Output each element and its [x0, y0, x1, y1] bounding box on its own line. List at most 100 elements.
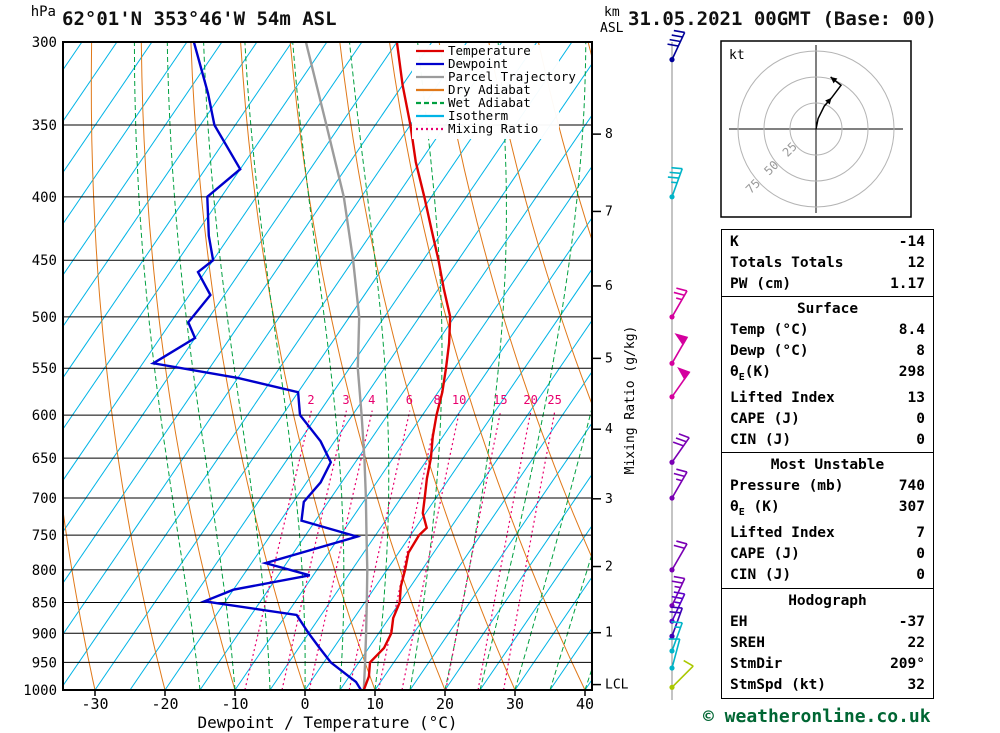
stat-label: SREH: [730, 634, 765, 651]
table-row: EH -37: [722, 612, 933, 633]
stat-value: 307: [898, 499, 925, 516]
stat-label: Pressure (mb): [730, 478, 844, 495]
stat-label: θE (K): [730, 499, 780, 519]
svg-text:450: 450: [32, 253, 57, 269]
svg-text:400: 400: [32, 190, 57, 206]
svg-text:3: 3: [342, 393, 349, 407]
temperature-line: [362, 42, 452, 690]
table-row: Pressure (mb) 740: [722, 476, 933, 497]
temp-axis-labels: -30 -20 -10 0 10 20 30 40 Dewpoint / Temperature…: [81, 690, 594, 732]
wind-barbs-svg: [667, 29, 694, 700]
wind-barb: [669, 333, 689, 366]
table-title: Surface: [796, 301, 859, 317]
wind-barb: [669, 433, 690, 465]
svg-text:5: 5: [605, 351, 613, 366]
stat-value: 8.4: [898, 322, 925, 338]
svg-text:Temperature: Temperature: [448, 43, 531, 58]
stat-value: 1.17: [890, 275, 925, 292]
table-row: CIN (J) 0: [722, 430, 933, 451]
svg-text:10: 10: [452, 393, 466, 407]
credit-footer: © weatheronline.co.uk: [703, 706, 931, 727]
stat-value: 8: [916, 343, 925, 359]
pressure-unit-label: hPa: [31, 4, 56, 20]
svg-text:Dewpoint: Dewpoint: [448, 56, 508, 71]
table-row: Totals Totals 12: [722, 253, 933, 274]
dry-adiabat-lines: [63, 42, 592, 690]
svg-text:4: 4: [368, 393, 375, 407]
svg-text:1000: 1000: [23, 683, 57, 699]
svg-text:600: 600: [32, 408, 57, 424]
stat-label: Lifted Index: [730, 389, 835, 406]
hodograph-ring: [789, 102, 843, 156]
stat-value: 12: [907, 254, 925, 271]
svg-text:2: 2: [307, 393, 314, 407]
table-row: Dewp (°C) 8: [722, 341, 933, 362]
stat-label: K: [730, 233, 739, 250]
svg-text:30: 30: [506, 695, 524, 713]
table-row: θE(K) 298: [722, 362, 933, 388]
stat-label: StmDir: [730, 655, 783, 672]
plot-border: [62, 41, 593, 691]
stat-label: PW (cm): [730, 275, 792, 292]
svg-text:750: 750: [32, 528, 57, 544]
parcel-trajectory-line: [304, 42, 369, 690]
stat-label: CAPE (J): [730, 410, 800, 427]
stat-label: Dewp (°C): [730, 343, 809, 359]
svg-text:900: 900: [32, 626, 57, 642]
table-row: Lifted Index 7: [722, 523, 933, 544]
wind-barb: [669, 659, 694, 690]
stat-value: -14: [898, 233, 925, 250]
wind-barb: [669, 540, 688, 573]
stat-label: StmSpd (kt): [730, 676, 827, 693]
hodograph-ring: [737, 50, 895, 208]
svg-text:km: km: [604, 5, 620, 20]
background-field-lines: [63, 42, 592, 690]
svg-text:800: 800: [32, 563, 57, 579]
table-row: CAPE (J) 0: [722, 409, 933, 430]
svg-text:6: 6: [406, 393, 413, 407]
stats-tables: K -14 Totals Totals 12 PW (cm) 1.17 Surface Tem…: [721, 228, 934, 699]
page-title: 62°01'N 353°46'W 54m ASL: [62, 8, 337, 30]
svg-text:700: 700: [32, 491, 57, 507]
table-row: Lifted Index 13: [722, 388, 933, 409]
svg-text:Isotherm: Isotherm: [448, 108, 508, 123]
stat-value: 0: [916, 431, 925, 448]
table-row: StmSpd (kt) 32: [722, 675, 933, 696]
svg-text:20: 20: [436, 695, 454, 713]
table-row: Temp (°C) 8.4: [722, 320, 933, 341]
svg-text:-30: -30: [81, 695, 108, 713]
stat-value: 298: [898, 364, 925, 380]
svg-text:ASL: ASL: [600, 21, 624, 36]
svg-text:1: 1: [605, 626, 613, 641]
stat-value: 22: [907, 634, 925, 651]
table-row: StmDir 209°: [722, 654, 933, 675]
table-row: θE (K) 307: [722, 497, 933, 523]
stat-label: θE(K): [730, 364, 771, 383]
wind-barb: [669, 366, 691, 400]
table-row: SREH 22: [722, 633, 933, 654]
stat-value: 0: [916, 567, 925, 584]
stat-value: 209°: [890, 655, 925, 672]
stat-value: 13: [907, 389, 925, 406]
hodograph-unit-label: kt: [729, 48, 745, 63]
wind-barb: [667, 29, 686, 63]
table-title: Hodograph: [788, 592, 867, 609]
svg-text:8: 8: [605, 127, 613, 142]
hodograph-ring: [763, 76, 869, 182]
table-row: K -14: [722, 232, 933, 253]
stat-label: CIN (J): [730, 567, 792, 584]
svg-text:2: 2: [605, 560, 613, 575]
table-most_unstable: Most Unstable Pressure (mb) 740 θE (K) 307 Li…: [721, 452, 934, 590]
svg-text:-20: -20: [151, 695, 178, 713]
svg-text:3: 3: [605, 492, 613, 507]
table-surface: Surface Temp (°C) 8.4 Dewp (°C) 8 θE(K) 298 Lif…: [721, 296, 934, 454]
mixing-ratio-axis-title: Mixing Ratio (g/kg): [623, 326, 638, 475]
wind-barb: [669, 620, 684, 654]
stat-value: 7: [916, 525, 925, 542]
svg-text:Mixing Ratio: Mixing Ratio: [448, 121, 538, 136]
